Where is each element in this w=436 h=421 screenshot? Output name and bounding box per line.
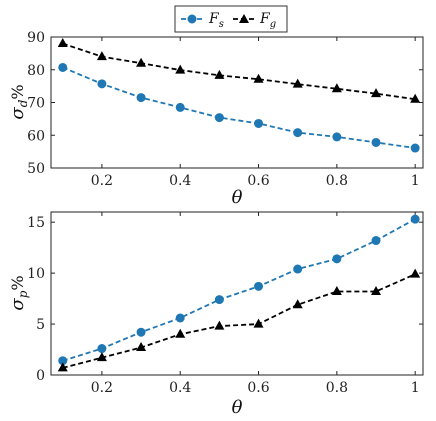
data-point-Fs	[214, 295, 224, 305]
y-tick-label: 10	[27, 266, 45, 282]
x-tick-label: 0.6	[247, 173, 269, 189]
data-point-Fg	[331, 83, 342, 93]
x-tick-label: 0.2	[91, 380, 113, 396]
y-axis-label: σd%	[7, 84, 30, 119]
x-tick-label: 0.4	[169, 173, 191, 189]
chart-sigma-d: 0.2 0.4 0.6 0.8 1 50 60 70 80 90 θ σd%	[7, 30, 424, 208]
data-point-Fg	[96, 51, 107, 61]
series-line-Fs	[62, 218, 416, 362]
data-point-Fs	[58, 356, 68, 366]
y-tick-label: 0	[36, 368, 45, 384]
series-line-Fg	[62, 273, 416, 369]
data-point-Fg	[57, 362, 68, 372]
x-tick-label: 0.2	[91, 173, 113, 189]
data-point-Fg	[410, 93, 421, 103]
x-tick-label: 0.6	[247, 380, 269, 396]
x-tick-label: 1	[411, 173, 420, 189]
y-tick-label: 15	[27, 215, 45, 231]
series-line-Fs	[62, 66, 416, 149]
series-group	[57, 214, 421, 372]
x-tick-label: 0.8	[326, 380, 348, 396]
y-tick-label: 5	[36, 317, 45, 333]
x-tick-label: 0.8	[326, 173, 348, 189]
data-point-Fg	[214, 69, 225, 79]
series-group	[57, 38, 421, 153]
legend-label-fg: Fg	[259, 11, 276, 30]
data-point-Fs	[136, 93, 146, 103]
data-point-Fs	[214, 113, 224, 123]
tick-group: 0.2 0.4 0.6 0.8 1 50 60 70 80 90	[27, 30, 423, 189]
data-point-Fs	[254, 118, 264, 128]
legend-marker-fs	[187, 14, 197, 24]
data-point-Fg	[136, 341, 147, 351]
legend-marker-fg	[239, 14, 249, 23]
data-point-Fg	[214, 320, 225, 330]
x-tick-label: 1	[411, 380, 420, 396]
x-axis-label: θ	[232, 187, 243, 208]
y-tick-label: 50	[27, 161, 45, 177]
data-point-Fs	[371, 236, 381, 246]
data-point-Fs	[332, 132, 342, 142]
data-point-Fg	[96, 352, 107, 362]
data-point-Fs	[410, 214, 420, 224]
x-axis-label: θ	[232, 397, 243, 418]
data-point-Fg	[136, 57, 147, 67]
legend-label-fs: Fs	[208, 11, 224, 30]
y-tick-label: 70	[27, 96, 45, 112]
data-point-Fs	[371, 137, 381, 147]
legend: Fs Fg	[174, 5, 288, 33]
data-point-Fs	[136, 327, 146, 337]
data-point-Fs	[410, 143, 420, 153]
y-axis-label: σp%	[7, 275, 30, 310]
data-point-Fs	[293, 264, 303, 274]
data-point-Fg	[371, 88, 382, 98]
data-point-Fg	[410, 268, 421, 278]
data-point-Fg	[253, 73, 264, 83]
data-point-Fs	[175, 313, 185, 323]
data-point-Fs	[97, 79, 107, 89]
data-point-Fs	[332, 254, 342, 264]
data-point-Fg	[292, 299, 303, 309]
data-point-Fs	[58, 62, 68, 72]
data-point-Fg	[292, 78, 303, 88]
data-point-Fg	[57, 38, 68, 48]
data-point-Fs	[175, 102, 185, 112]
data-point-Fg	[175, 64, 186, 74]
data-point-Fs	[97, 344, 107, 354]
series-line-Fg	[62, 42, 416, 101]
y-tick-label: 90	[27, 30, 45, 46]
data-point-Fg	[331, 285, 342, 295]
data-point-Fs	[254, 281, 264, 291]
data-point-Fg	[175, 328, 186, 338]
data-point-Fg	[253, 318, 264, 328]
y-tick-label: 80	[27, 63, 45, 79]
y-tick-label: 60	[27, 128, 45, 144]
x-tick-label: 0.4	[169, 380, 191, 396]
data-point-Fg	[371, 285, 382, 295]
data-point-Fs	[293, 128, 303, 138]
plot-frame	[50, 36, 424, 169]
plot-frame	[50, 211, 424, 376]
